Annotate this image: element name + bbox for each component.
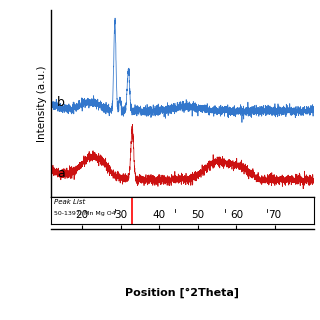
Text: Peak List: Peak List	[54, 198, 85, 204]
Text: b: b	[57, 96, 65, 108]
Text: a: a	[57, 167, 65, 180]
Text: Position [°2Theta]: Position [°2Theta]	[125, 288, 239, 298]
Text: 50-1397; Mn Mg O4: 50-1397; Mn Mg O4	[54, 211, 116, 216]
Y-axis label: Intensity (a.u.): Intensity (a.u.)	[37, 65, 47, 142]
